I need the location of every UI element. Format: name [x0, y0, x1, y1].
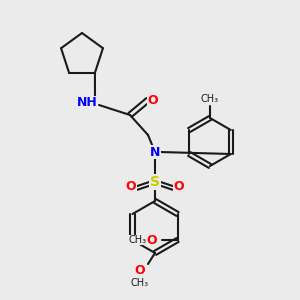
Text: S: S — [150, 175, 160, 189]
Text: O: O — [135, 265, 145, 278]
Text: O: O — [146, 233, 157, 247]
Text: CH₃: CH₃ — [201, 94, 219, 104]
Text: CH₃: CH₃ — [131, 278, 149, 288]
Text: O: O — [126, 181, 136, 194]
Text: O: O — [174, 181, 184, 194]
Text: NH: NH — [76, 97, 98, 110]
Text: N: N — [150, 146, 160, 158]
Text: CH₃: CH₃ — [128, 235, 147, 245]
Text: O: O — [148, 94, 158, 106]
